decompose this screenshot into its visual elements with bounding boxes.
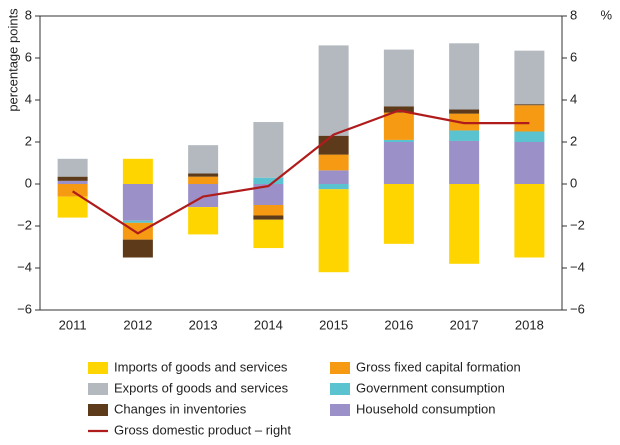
bar-segment <box>449 140 480 184</box>
bar-segment <box>253 122 284 178</box>
legend-swatch <box>330 362 350 374</box>
y2-tick-label: 4 <box>570 91 577 106</box>
bar-segment <box>449 109 480 114</box>
y-tick-label: 0 <box>25 175 32 190</box>
y2-tick-label: −6 <box>570 301 585 316</box>
bar-segment <box>383 49 414 107</box>
bar-segment <box>122 158 153 184</box>
bar-segment <box>383 184 414 244</box>
bar-segment <box>57 158 88 177</box>
y2-tick-label: 0 <box>570 175 577 190</box>
bar-segment <box>57 184 88 197</box>
legend-label: Exports of goods and services <box>114 380 289 395</box>
legend-label: Changes in inventories <box>114 401 247 416</box>
bar-segment <box>514 105 545 132</box>
bar-segment <box>122 184 153 221</box>
bar-segment <box>514 142 545 184</box>
bar-segment <box>253 184 284 205</box>
bar-segment <box>318 45 349 136</box>
bar-segment <box>253 219 284 249</box>
y2-tick-label: 6 <box>570 49 577 64</box>
bar-segment <box>122 222 153 240</box>
bar-segment <box>383 142 414 184</box>
bar-segment <box>318 135 349 155</box>
bar-segment <box>122 220 153 223</box>
bar-segment <box>449 184 480 264</box>
legend-swatch <box>88 404 108 416</box>
bar-segment <box>514 104 545 106</box>
bar-segment <box>253 177 284 184</box>
legend-label: Household consumption <box>356 401 495 416</box>
bar-segment <box>383 139 414 142</box>
y2-tick-label: −2 <box>570 217 585 232</box>
plot-frame <box>39 15 563 311</box>
y2-tick-label: 2 <box>570 133 577 148</box>
y2-tick-label: −4 <box>570 259 585 274</box>
line-series <box>72 109 530 235</box>
legend-swatch <box>330 404 350 416</box>
bar-segment <box>449 130 480 141</box>
bar-segment <box>188 176 219 184</box>
bar-segment <box>514 184 545 258</box>
bar-segment <box>318 170 349 184</box>
bar-segment <box>188 173 219 177</box>
y-tick-label: 6 <box>25 49 32 64</box>
y-axis-label: percentage points <box>5 8 20 112</box>
bar-segment <box>383 112 414 140</box>
bar-segment <box>514 131 545 142</box>
y-tick-label: −6 <box>17 301 32 316</box>
legend-swatch <box>330 383 350 395</box>
bar-segment <box>188 207 219 235</box>
bar-segment <box>57 180 88 184</box>
legend-label: Gross fixed capital formation <box>356 359 521 374</box>
x-tick-label: 2013 <box>189 317 218 332</box>
x-tick-label: 2016 <box>384 317 413 332</box>
y-tick-label: 8 <box>25 7 32 22</box>
bar-segment <box>57 196 88 218</box>
x-tick-label: 2017 <box>450 317 479 332</box>
legend-swatch <box>88 383 108 395</box>
bar-segment <box>188 145 219 174</box>
bar-segment <box>253 205 284 216</box>
x-tick-label: 2015 <box>319 317 348 332</box>
y-tick-label: −4 <box>17 259 32 274</box>
bar-segment <box>318 189 349 273</box>
bar-segment <box>57 176 88 181</box>
y-tick-label: 4 <box>25 91 32 106</box>
y-tick-label: 2 <box>25 133 32 148</box>
legend-label: Imports of goods and services <box>114 359 288 374</box>
y-tick-label: −2 <box>17 217 32 232</box>
bar-segment <box>318 154 349 171</box>
legend-label: Gross domestic product – right <box>114 422 291 437</box>
y2-tick-label: 8 <box>570 7 577 22</box>
bar-segment <box>253 215 284 220</box>
x-tick-label: 2018 <box>515 317 544 332</box>
legend-swatch <box>88 362 108 374</box>
y2-axis-label: % <box>600 7 612 22</box>
bar-segment <box>514 50 545 105</box>
bar-segment <box>318 184 349 190</box>
x-tick-label: 2012 <box>123 317 152 332</box>
bar-segment <box>449 43 480 110</box>
x-tick-label: 2011 <box>59 317 87 332</box>
bar-segment <box>122 239 153 258</box>
x-tick-label: 2014 <box>254 317 283 332</box>
legend-label: Government consumption <box>356 380 505 395</box>
